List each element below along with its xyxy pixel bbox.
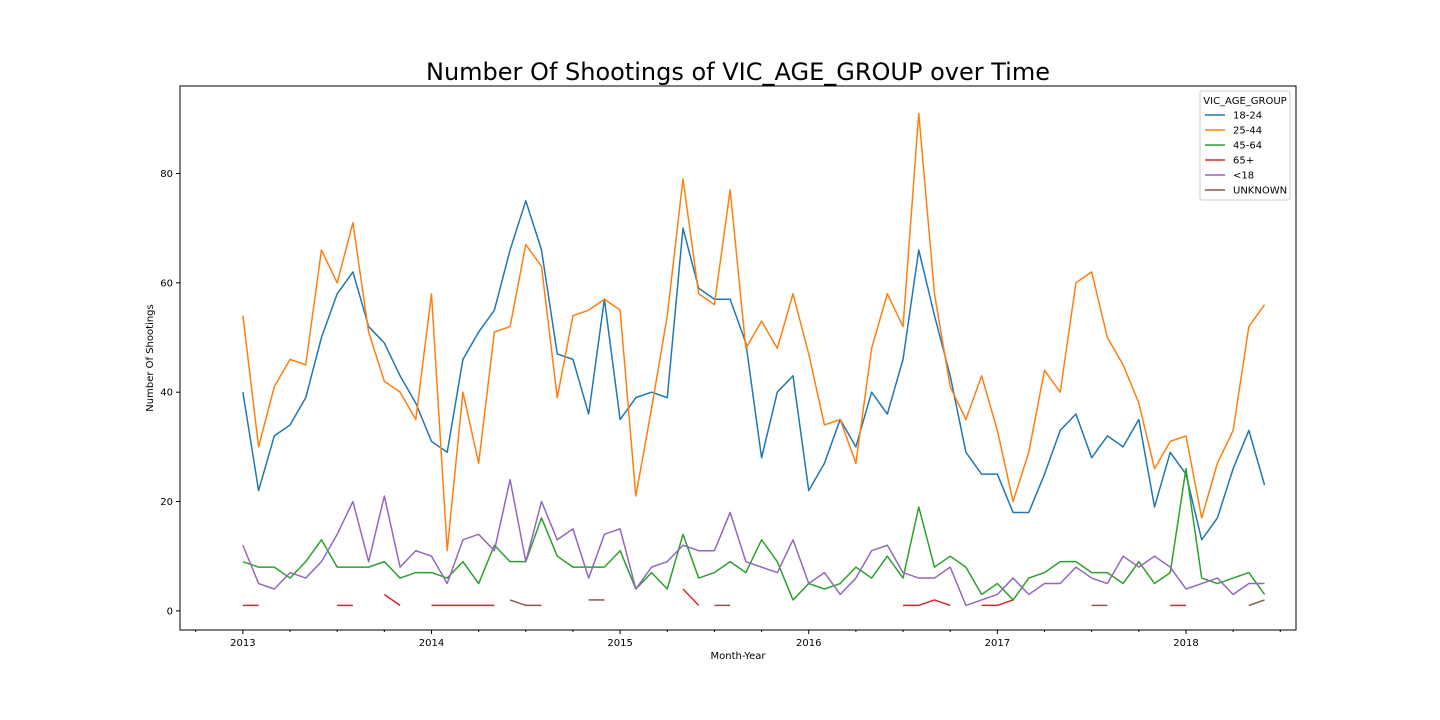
- series-segment: [509, 599, 542, 607]
- x-axis-label: Month-Year: [711, 651, 767, 662]
- x-tick-label: 2016: [796, 638, 821, 649]
- plot-area: [242, 112, 1266, 607]
- legend-item-label: 18-24: [1233, 111, 1262, 122]
- series-segment: [682, 588, 700, 606]
- legend-item-label: UNKNOWN: [1233, 186, 1287, 197]
- series-line: [242, 588, 1186, 607]
- axes: 0 20 40 60 80 2013 2014 2015 2016 2017 2018: [160, 169, 1281, 649]
- series-line: [242, 112, 1266, 552]
- legend-item-label: 25-44: [1233, 126, 1262, 137]
- series-segment: [242, 478, 1265, 607]
- y-tick-label: 80: [160, 169, 173, 180]
- y-axis-label: Number Of Shootings: [145, 304, 156, 411]
- legend-title: VIC_AGE_GROUP: [1203, 96, 1286, 107]
- series-segment: [1248, 599, 1265, 607]
- x-tick-label: 2015: [607, 638, 632, 649]
- series-segment: [383, 593, 401, 607]
- x-tick-label: 2013: [230, 638, 255, 649]
- legend-item-label: 65+: [1233, 156, 1254, 167]
- series-line: [242, 467, 1266, 601]
- x-tick-label: 2014: [419, 638, 444, 649]
- x-tick-label: 2018: [1173, 638, 1198, 649]
- series-segment: [242, 467, 1266, 601]
- legend-item-label: 45-64: [1233, 141, 1262, 152]
- legend-item-label: <18: [1233, 171, 1254, 182]
- y-tick-label: 40: [160, 388, 173, 399]
- x-tick-label: 2017: [985, 638, 1010, 649]
- series-segment: [903, 599, 951, 607]
- chart-title: Number Of Shootings of VIC_AGE_GROUP ove…: [426, 58, 1050, 86]
- series-line: [509, 599, 1265, 607]
- y-tick-label: 0: [167, 606, 173, 617]
- series-line: [242, 478, 1265, 607]
- series-line: [242, 200, 1266, 541]
- y-tick-label: 20: [160, 497, 173, 508]
- y-tick-label: 60: [160, 278, 173, 289]
- legend: VIC_AGE_GROUP 18-24 25-44 45-64 65+ <18 UNKNO…: [1199, 90, 1291, 201]
- series-segment: [981, 599, 1014, 607]
- plot-frame: [179, 85, 1297, 631]
- series-segment: [242, 200, 1266, 541]
- legend-box: [1199, 90, 1291, 201]
- series-segment: [242, 112, 1266, 552]
